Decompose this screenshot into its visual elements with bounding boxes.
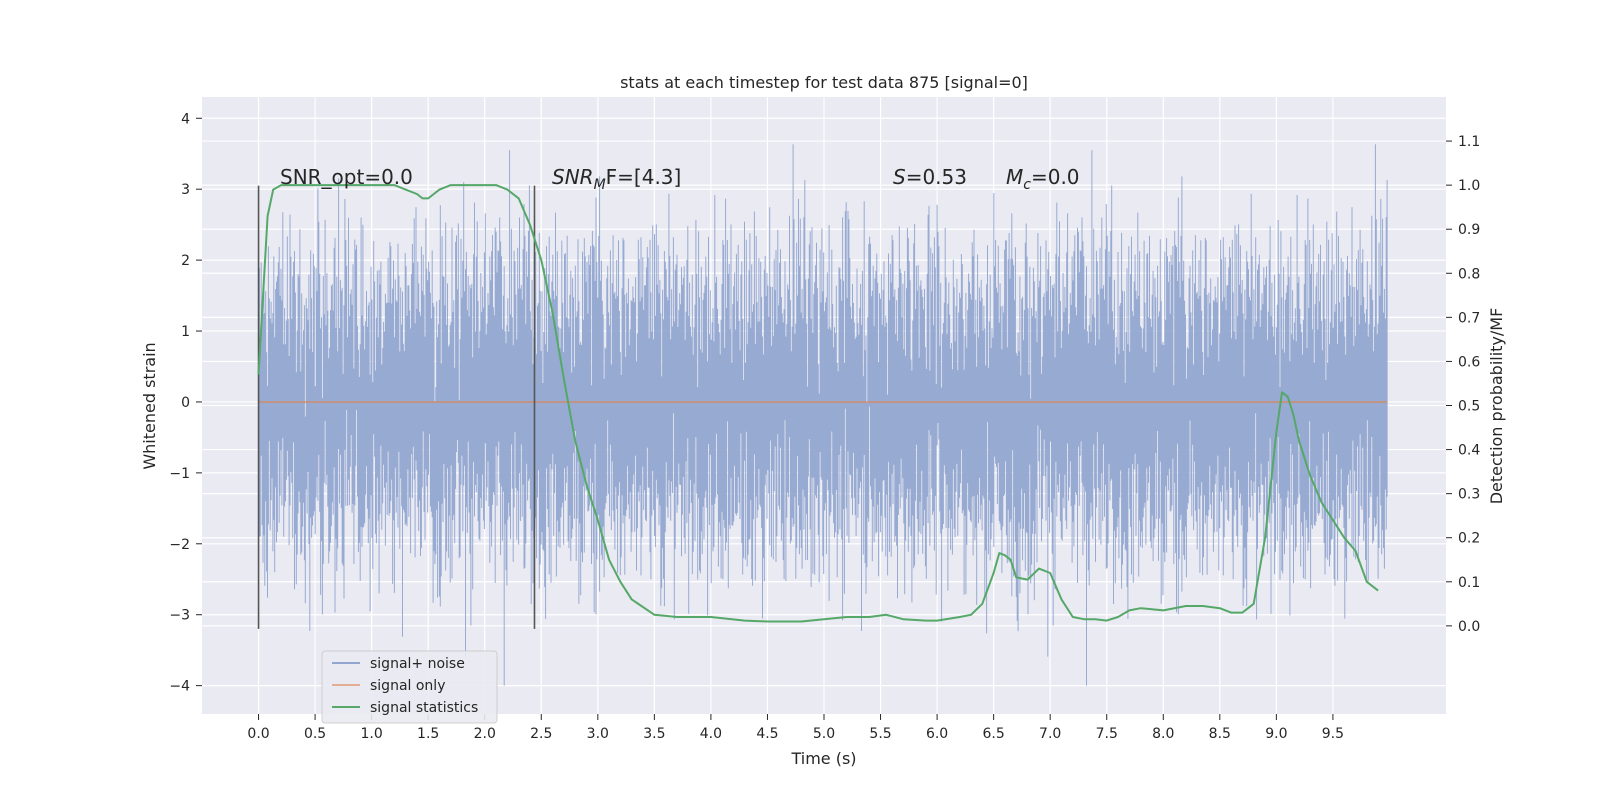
x-tick-label: 4.0 bbox=[700, 726, 722, 742]
x-tick-label: 3.0 bbox=[587, 726, 609, 742]
y-right-tick-label: 0.4 bbox=[1458, 443, 1480, 459]
legend-label-signal-statistics: signal statistics bbox=[370, 700, 478, 716]
x-tick-label: 2.0 bbox=[474, 726, 496, 742]
x-tick-label: 9.5 bbox=[1322, 726, 1344, 742]
y-axis-right-label: Detection probability/MF bbox=[1487, 308, 1506, 505]
x-tick-label: 5.5 bbox=[869, 726, 891, 742]
y-right-tick-label: 0.1 bbox=[1458, 575, 1480, 591]
y-right-tick-label: 0.7 bbox=[1458, 310, 1480, 326]
y-left-tick-label: −2 bbox=[169, 537, 190, 553]
x-tick-label: 4.5 bbox=[756, 726, 778, 742]
x-tick-label: 7.5 bbox=[1096, 726, 1118, 742]
x-tick-label: 8.0 bbox=[1152, 726, 1174, 742]
y-right-tick-label: 1.1 bbox=[1458, 134, 1480, 150]
annotation-s: S=0.53 bbox=[893, 165, 967, 189]
y-left-tick-label: 0 bbox=[181, 395, 190, 411]
y-left-tick-label: 4 bbox=[181, 111, 190, 127]
x-tick-label: 7.0 bbox=[1039, 726, 1061, 742]
y-left-tick-label: 2 bbox=[181, 253, 190, 269]
lines-layer bbox=[257, 184, 1388, 629]
legend: signal+ noise signal only signal statist… bbox=[321, 650, 498, 724]
x-axis: 0.0 0.5 1.0 1.5 2.0 2.5 3.0 3.5 4.0 4.5 5.0 5.5 6.0 6… bbox=[247, 714, 1344, 742]
x-tick-label: 0.0 bbox=[247, 726, 269, 742]
x-tick-label: 6.0 bbox=[926, 726, 948, 742]
signal-statistics-line bbox=[257, 184, 1379, 623]
y-axis-right: 1.1 1.0 0.9 0.8 0.7 0.6 0.5 0.4 0.3 0.2 0.1 0.0 bbox=[1446, 134, 1480, 635]
legend-label-signal-noise: signal+ noise bbox=[370, 656, 465, 672]
y-left-tick-label: −1 bbox=[169, 466, 190, 482]
legend-label-signal-only: signal only bbox=[370, 678, 445, 694]
y-right-tick-label: 0.3 bbox=[1458, 487, 1480, 503]
y-axis-left-label: Whitened strain bbox=[140, 342, 159, 469]
chart-title: stats at each timestep for test data 875… bbox=[620, 73, 1028, 92]
x-tick-label: 2.5 bbox=[530, 726, 552, 742]
y-left-tick-label: −3 bbox=[169, 608, 190, 624]
y-axis-left: 4 3 2 1 0 −1 −2 −3 −4 bbox=[169, 111, 202, 695]
y-right-tick-label: 0.6 bbox=[1458, 354, 1480, 370]
x-axis-label: Time (s) bbox=[790, 749, 856, 768]
annotation-snr-opt: SNR_opt=0.0 bbox=[280, 165, 413, 189]
x-tick-label: 9.0 bbox=[1265, 726, 1287, 742]
y-left-tick-label: 1 bbox=[181, 324, 190, 340]
y-right-tick-label: 0.5 bbox=[1458, 399, 1480, 415]
legend-box bbox=[321, 650, 498, 724]
x-tick-label: 0.5 bbox=[304, 726, 326, 742]
x-tick-label: 5.0 bbox=[813, 726, 835, 742]
annotation-mc: Mc=0.0 bbox=[1006, 165, 1080, 193]
annotation-snr-mf: SNRMF=[4.3] bbox=[552, 165, 681, 193]
y-right-tick-label: 0.0 bbox=[1458, 619, 1480, 635]
y-right-tick-label: 0.9 bbox=[1458, 222, 1480, 238]
y-right-tick-label: 0.2 bbox=[1458, 531, 1480, 547]
x-tick-label: 8.5 bbox=[1209, 726, 1231, 742]
y-right-tick-label: 0.8 bbox=[1458, 266, 1480, 282]
x-tick-label: 6.5 bbox=[983, 726, 1005, 742]
x-tick-label: 3.5 bbox=[643, 726, 665, 742]
y-left-tick-label: 3 bbox=[181, 182, 190, 198]
x-tick-label: 1.5 bbox=[417, 726, 439, 742]
x-tick-label: 1.0 bbox=[361, 726, 383, 742]
y-left-tick-label: −4 bbox=[169, 679, 190, 695]
y-right-tick-label: 1.0 bbox=[1458, 178, 1480, 194]
